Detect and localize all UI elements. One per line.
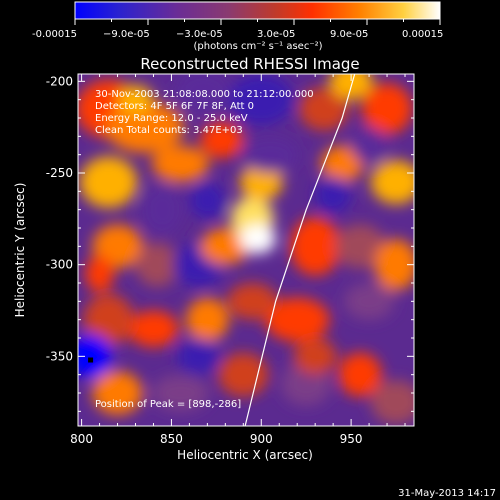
plot-frame [77, 73, 415, 427]
y-tick-label: -300 [46, 258, 73, 272]
heatmap-blob [218, 352, 269, 397]
colorbar-tick-label-6: 0.00015 [402, 29, 443, 40]
heatmap-blob [185, 297, 229, 342]
colorbar-tick-label-1: -0.00015 [32, 29, 77, 40]
y-tick-label: -250 [46, 166, 73, 180]
info-line-clean: Clean Total counts: 3.47E+03 [95, 125, 243, 136]
heatmap-blob [338, 352, 382, 397]
source-marker [88, 357, 94, 363]
heatmap-blob [151, 374, 210, 412]
heatmap-blob [175, 74, 233, 113]
render-timestamp: 31-May-2013 14:17 [398, 488, 496, 499]
heatmap-blob [92, 371, 143, 415]
heatmap-blob [227, 283, 278, 320]
heatmap-blob [78, 334, 113, 379]
heatmap-blob [200, 228, 251, 265]
x-tick-label: 850 [160, 432, 183, 446]
info-line-time: 30-Nov-2003 21:08:08.000 to 21:12:00.000 [95, 89, 314, 100]
x-tick-label: 900 [250, 432, 273, 446]
heatmap-blob [361, 83, 413, 135]
x-tick-label: 950 [340, 432, 363, 446]
heatmap-blob [351, 127, 388, 164]
info-line-energy: Energy Range: 12.0 - 25.0 keV [95, 113, 248, 124]
colorbar-ticks [74, 19, 441, 25]
heatmap-blob [299, 86, 350, 131]
heatmap-blob [140, 184, 185, 236]
heatmap-blob [343, 283, 395, 320]
heatmap-blob [334, 224, 386, 269]
x-axis-title: Heliocentric X (arcsec) [177, 448, 313, 462]
y-tick-label: -350 [46, 349, 73, 363]
colorbar-tick-label-3: −3.0e-05 [176, 29, 223, 40]
heatmap-blob [83, 294, 134, 346]
heatmap-blob [239, 163, 283, 201]
heatmap-blob [315, 176, 352, 214]
chart-title: Reconstructed RHESSI Image [140, 55, 359, 73]
x-tick-label: 800 [70, 432, 93, 446]
heatmap-blob [374, 239, 414, 291]
colorbar: -0.00015 −9.0e-05 −3.0e-05 3.0e-05 9.0e-… [32, 1, 443, 52]
heatmap-blob [370, 380, 414, 425]
heatmap-blob [370, 160, 414, 205]
heatmap-blob [293, 338, 337, 375]
peak-position-label: Position of Peak = [898,-286] [95, 399, 241, 410]
colorbar-gradient [74, 1, 441, 20]
heatmap-blob [104, 101, 185, 153]
colorbar-tick-label-5: 9.0e-05 [330, 29, 368, 40]
colorbar-tick-label-4: 3.0e-05 [257, 29, 295, 40]
solar-limb-curve [244, 74, 356, 426]
heatmap-blob [85, 255, 114, 293]
heatmap-blob [290, 217, 341, 276]
y-tick-label: -200 [46, 74, 73, 88]
heatmap-blob [241, 136, 300, 174]
heatmap-blob [128, 310, 179, 348]
heatmap-blob [79, 156, 138, 208]
heatmap-blob [264, 297, 330, 342]
heatmap-blob [189, 182, 226, 219]
heatmap-image [78, 74, 414, 426]
x-axis: 800 850 900 950 [70, 74, 406, 446]
heatmap-blob [135, 242, 179, 287]
heatmap-blob [228, 74, 294, 126]
y-axis-title: Heliocentric Y (arcsec) [13, 183, 27, 318]
heatmap-blob [200, 121, 244, 159]
heatmap-blob [176, 338, 220, 375]
y-axis: -200 -250 -300 -350 [46, 74, 414, 412]
colorbar-tick-label-2: −9.0e-05 [103, 29, 150, 40]
colorbar-unit-label: (photons cm⁻² s⁻¹ asec⁻²) [193, 41, 322, 52]
heatmap-blob [239, 224, 276, 254]
heatmap-blob [151, 145, 210, 183]
info-line-detectors: Detectors: 4F 5F 6F 7F 8F, Att 0 [95, 101, 254, 112]
heatmap-blob [320, 145, 364, 183]
heatmap-blob [117, 85, 154, 115]
